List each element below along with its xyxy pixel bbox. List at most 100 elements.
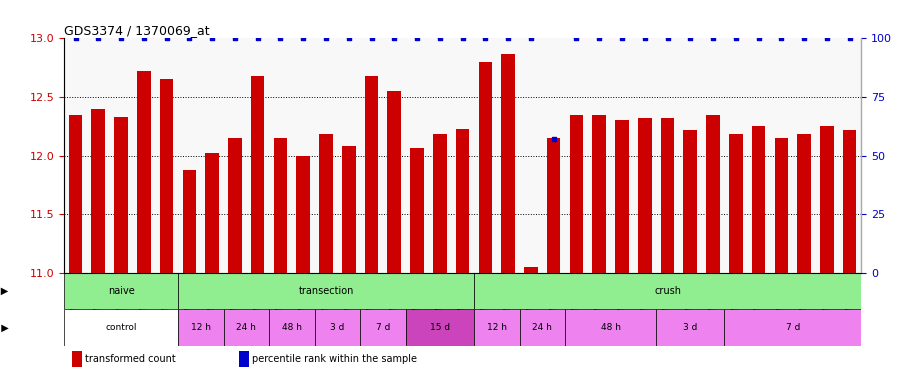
- Text: 3 d: 3 d: [683, 323, 697, 332]
- Bar: [182, 170, 196, 273]
- Text: 12 h: 12 h: [191, 323, 211, 332]
- Point: [342, 35, 356, 41]
- Text: 24 h: 24 h: [236, 323, 256, 332]
- Point: [455, 35, 470, 41]
- Point: [797, 35, 812, 41]
- Text: control: control: [105, 323, 136, 332]
- Bar: [474, 273, 861, 310]
- Text: 3 d: 3 d: [330, 323, 344, 332]
- Bar: [205, 153, 219, 273]
- Text: naive: naive: [108, 286, 135, 296]
- Text: crush: crush: [654, 286, 681, 296]
- Point: [365, 35, 379, 41]
- Bar: [616, 120, 628, 273]
- Bar: [224, 310, 269, 346]
- Bar: [433, 134, 447, 273]
- Bar: [69, 114, 82, 273]
- Bar: [159, 79, 173, 273]
- Bar: [519, 310, 565, 346]
- Bar: [456, 129, 469, 273]
- Bar: [843, 130, 856, 273]
- Bar: [570, 114, 583, 273]
- Text: GDS3374 / 1370069_at: GDS3374 / 1370069_at: [64, 24, 210, 37]
- Bar: [269, 310, 314, 346]
- Point: [91, 35, 105, 41]
- Bar: [474, 310, 519, 346]
- Bar: [797, 134, 811, 273]
- Point: [728, 35, 743, 41]
- Bar: [314, 310, 360, 346]
- Bar: [683, 130, 697, 273]
- Point: [705, 35, 720, 41]
- Point: [592, 35, 606, 41]
- Point: [751, 35, 766, 41]
- Text: transection: transection: [299, 286, 354, 296]
- Text: 15 d: 15 d: [430, 323, 450, 332]
- Bar: [72, 351, 82, 367]
- Bar: [478, 62, 492, 273]
- Point: [660, 35, 675, 41]
- Point: [638, 35, 652, 41]
- Point: [501, 35, 516, 41]
- Point: [615, 35, 629, 41]
- Text: 48 h: 48 h: [282, 323, 301, 332]
- Text: transformed count: transformed count: [85, 354, 176, 364]
- Text: 24 h: 24 h: [532, 323, 552, 332]
- Bar: [137, 71, 150, 273]
- Point: [68, 35, 82, 41]
- Text: 7 d: 7 d: [786, 323, 800, 332]
- Bar: [251, 76, 265, 273]
- Bar: [297, 156, 310, 273]
- Bar: [775, 138, 788, 273]
- Bar: [178, 273, 474, 310]
- Bar: [660, 118, 674, 273]
- Point: [296, 35, 311, 41]
- Bar: [501, 54, 515, 273]
- Bar: [319, 134, 333, 273]
- Point: [546, 136, 561, 142]
- Point: [774, 35, 789, 41]
- Bar: [365, 76, 378, 273]
- Point: [820, 35, 834, 41]
- Bar: [64, 310, 178, 346]
- Point: [136, 35, 151, 41]
- Bar: [410, 149, 424, 273]
- Bar: [406, 310, 474, 346]
- Point: [569, 35, 583, 41]
- Bar: [752, 126, 766, 273]
- Bar: [524, 267, 538, 273]
- Text: time ▶: time ▶: [0, 323, 8, 333]
- Text: protocol ▶: protocol ▶: [0, 286, 8, 296]
- Bar: [274, 138, 288, 273]
- Text: 12 h: 12 h: [486, 323, 507, 332]
- Point: [843, 35, 857, 41]
- Text: percentile rank within the sample: percentile rank within the sample: [252, 354, 417, 364]
- Point: [524, 35, 539, 41]
- Bar: [725, 310, 861, 346]
- Bar: [593, 114, 606, 273]
- Bar: [64, 273, 178, 310]
- Bar: [387, 91, 401, 273]
- Point: [227, 35, 242, 41]
- Text: 7 d: 7 d: [376, 323, 390, 332]
- Point: [432, 35, 447, 41]
- Bar: [547, 138, 561, 273]
- Text: 48 h: 48 h: [601, 323, 620, 332]
- Bar: [706, 114, 720, 273]
- Bar: [360, 310, 406, 346]
- Point: [182, 35, 197, 41]
- Point: [409, 35, 424, 41]
- Bar: [178, 310, 224, 346]
- Point: [114, 35, 128, 41]
- Bar: [565, 310, 656, 346]
- Bar: [239, 351, 249, 367]
- Bar: [342, 146, 355, 273]
- Bar: [656, 310, 725, 346]
- Point: [319, 35, 333, 41]
- Bar: [638, 118, 651, 273]
- Point: [273, 35, 288, 41]
- Point: [159, 35, 174, 41]
- Bar: [92, 109, 105, 273]
- Bar: [114, 117, 128, 273]
- Point: [387, 35, 401, 41]
